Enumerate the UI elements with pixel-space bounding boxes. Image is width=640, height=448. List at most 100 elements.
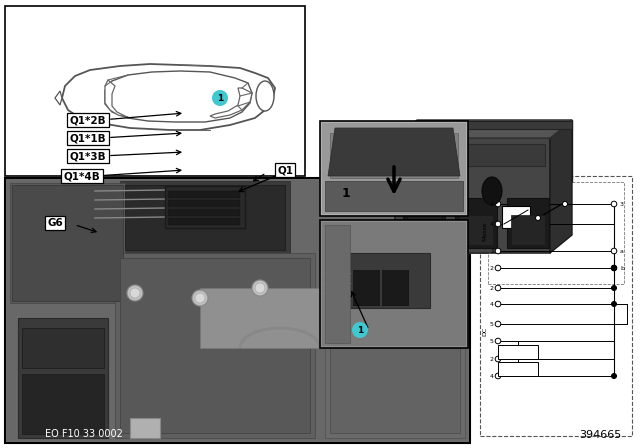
Polygon shape [417,120,572,235]
Text: 2: 2 [490,285,494,290]
Circle shape [495,201,501,207]
Circle shape [195,293,205,303]
Circle shape [611,302,616,306]
Text: 5: 5 [490,339,494,344]
Bar [120,181,290,253]
Bar [407,215,441,245]
Text: 4: 4 [490,221,494,227]
Bar [5,178,470,443]
Text: 394665: 394665 [579,430,621,440]
Bar [22,328,104,368]
Polygon shape [395,120,572,138]
Circle shape [212,90,228,106]
Circle shape [495,321,501,327]
Text: Q1*2B: Q1*2B [70,115,106,125]
Bar [315,106,635,276]
PathPatch shape [210,88,252,118]
Bar [125,185,285,250]
Text: 1: 1 [357,326,363,335]
Bar [168,218,240,225]
Circle shape [252,280,268,296]
Text: 2: 2 [490,266,494,271]
Text: Q1*3B: Q1*3B [70,151,106,161]
Circle shape [495,373,501,379]
Text: Masse: Masse [483,221,488,241]
Polygon shape [55,91,62,105]
Circle shape [495,265,501,271]
Bar [322,222,466,346]
Circle shape [611,201,617,207]
Circle shape [611,266,616,271]
Bar [168,191,240,198]
Text: a: a [620,249,624,254]
Bar [325,181,463,211]
Bar [325,225,350,343]
PathPatch shape [62,64,275,130]
Bar [320,220,468,348]
Bar [12,185,123,301]
Text: 5: 5 [490,322,494,327]
Bar [459,215,493,245]
Text: b: b [620,266,624,271]
Bar [168,209,240,216]
Text: Q1*4B: Q1*4B [63,171,100,181]
Circle shape [352,322,368,338]
Bar [498,362,538,376]
Circle shape [611,285,616,290]
Circle shape [495,221,501,227]
Bar [511,215,545,245]
Bar [168,200,240,207]
Bar [5,6,305,176]
Bar [130,418,160,438]
Bar [325,243,465,438]
Bar [400,144,545,166]
Bar [120,258,310,433]
Circle shape [127,285,143,301]
Bar [18,318,108,438]
Bar [403,198,445,248]
Ellipse shape [256,81,274,111]
Bar [353,270,379,305]
Bar [406,121,572,129]
Circle shape [495,285,501,291]
Text: 2: 2 [490,202,494,207]
Ellipse shape [482,177,502,205]
Text: 3: 3 [620,202,624,207]
Bar [507,198,549,248]
Circle shape [563,202,568,207]
Text: 1: 1 [490,249,494,254]
Text: Q1: Q1 [277,165,293,175]
Circle shape [536,215,541,220]
Circle shape [495,301,501,307]
Bar [330,133,458,178]
Circle shape [192,290,208,306]
Text: 4: 4 [490,302,494,306]
Circle shape [495,338,501,344]
Circle shape [495,248,501,254]
Bar [480,176,632,436]
Bar [498,345,538,359]
Text: EO F10 33 0002: EO F10 33 0002 [45,429,123,439]
PathPatch shape [105,80,130,118]
Polygon shape [328,128,460,176]
Polygon shape [395,235,572,253]
Polygon shape [550,120,572,253]
Bar [10,183,125,303]
Text: 2: 2 [490,357,494,362]
Circle shape [611,248,617,254]
Bar [455,198,497,248]
Bar [115,253,315,438]
Bar [200,288,320,348]
Bar [488,182,624,284]
Circle shape [495,356,501,362]
Bar [395,138,550,253]
Text: DC: DC [483,327,488,336]
Circle shape [130,288,140,298]
Bar [502,206,530,228]
Text: G6: G6 [47,218,63,228]
Bar [322,123,466,214]
Circle shape [611,265,617,271]
Circle shape [611,374,616,379]
Bar [330,248,460,433]
Bar [350,253,430,308]
